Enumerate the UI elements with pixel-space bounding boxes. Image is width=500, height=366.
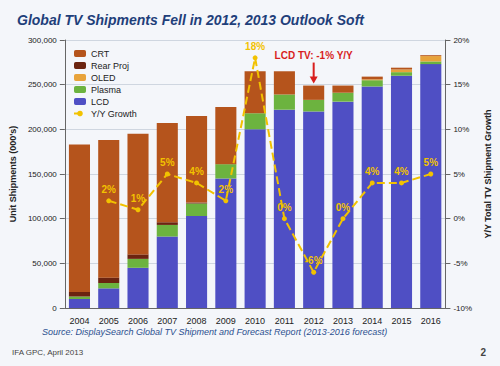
svg-text:250,000: 250,000 <box>28 80 57 89</box>
svg-text:100,000: 100,000 <box>28 214 57 223</box>
svg-text:-6%: -6% <box>305 255 323 266</box>
svg-text:-5%: -5% <box>453 259 467 268</box>
svg-text:Source: DisplaySearch Global T: Source: DisplaySearch Global TV Shipment… <box>42 327 387 337</box>
svg-text:Global TV Shipments Fell in 20: Global TV Shipments Fell in 2012, 2013 O… <box>17 12 365 28</box>
svg-text:2009: 2009 <box>216 316 236 326</box>
svg-text:5%: 5% <box>424 157 439 168</box>
svg-text:0%: 0% <box>277 202 292 213</box>
svg-text:200,000: 200,000 <box>28 125 57 134</box>
svg-text:2014: 2014 <box>362 316 382 326</box>
svg-text:0: 0 <box>52 304 57 313</box>
svg-text:18%: 18% <box>245 41 265 52</box>
svg-text:300,000: 300,000 <box>28 36 57 45</box>
svg-text:2007: 2007 <box>157 316 177 326</box>
svg-text:1%: 1% <box>131 193 146 204</box>
svg-text:Y/Y Growth: Y/Y Growth <box>91 109 137 119</box>
svg-text:2%: 2% <box>102 184 117 195</box>
svg-text:2%: 2% <box>219 184 234 195</box>
svg-text:4%: 4% <box>394 166 409 177</box>
svg-text:2005: 2005 <box>99 316 119 326</box>
svg-text:10%: 10% <box>453 125 469 134</box>
svg-text:Y/Y Total TV Shipment Growth: Y/Y Total TV Shipment Growth <box>483 109 493 238</box>
svg-text:2011: 2011 <box>275 316 294 326</box>
svg-text:Unit Shipments (000's): Unit Shipments (000's) <box>8 126 18 223</box>
svg-text:15%: 15% <box>453 80 469 89</box>
svg-text:2015: 2015 <box>391 316 411 326</box>
svg-text:CRT: CRT <box>91 49 110 59</box>
svg-text:150,000: 150,000 <box>28 170 57 179</box>
svg-text:20%: 20% <box>453 36 469 45</box>
svg-text:IFA GPC, April 2013: IFA GPC, April 2013 <box>12 348 84 357</box>
svg-text:0%: 0% <box>453 214 465 223</box>
svg-text:2008: 2008 <box>187 316 207 326</box>
svg-text:4%: 4% <box>365 166 380 177</box>
svg-text:2: 2 <box>480 347 486 358</box>
svg-text:2010: 2010 <box>245 316 265 326</box>
svg-text:-10%: -10% <box>453 304 472 313</box>
svg-text:Plasma: Plasma <box>91 85 121 95</box>
svg-text:2004: 2004 <box>69 316 89 326</box>
svg-text:4%: 4% <box>189 166 204 177</box>
svg-text:2006: 2006 <box>128 316 148 326</box>
svg-text:LCD TV: -1% Y/Y: LCD TV: -1% Y/Y <box>275 50 353 61</box>
svg-text:0%: 0% <box>336 202 351 213</box>
svg-text:LCD: LCD <box>91 97 110 107</box>
svg-text:50,000: 50,000 <box>32 259 57 268</box>
svg-text:2013: 2013 <box>333 316 353 326</box>
svg-text:5%: 5% <box>453 170 465 179</box>
svg-text:2012: 2012 <box>304 316 324 326</box>
svg-text:Rear Proj: Rear Proj <box>91 61 129 71</box>
svg-text:2016: 2016 <box>421 316 441 326</box>
svg-text:5%: 5% <box>160 157 175 168</box>
svg-text:OLED: OLED <box>91 73 116 83</box>
